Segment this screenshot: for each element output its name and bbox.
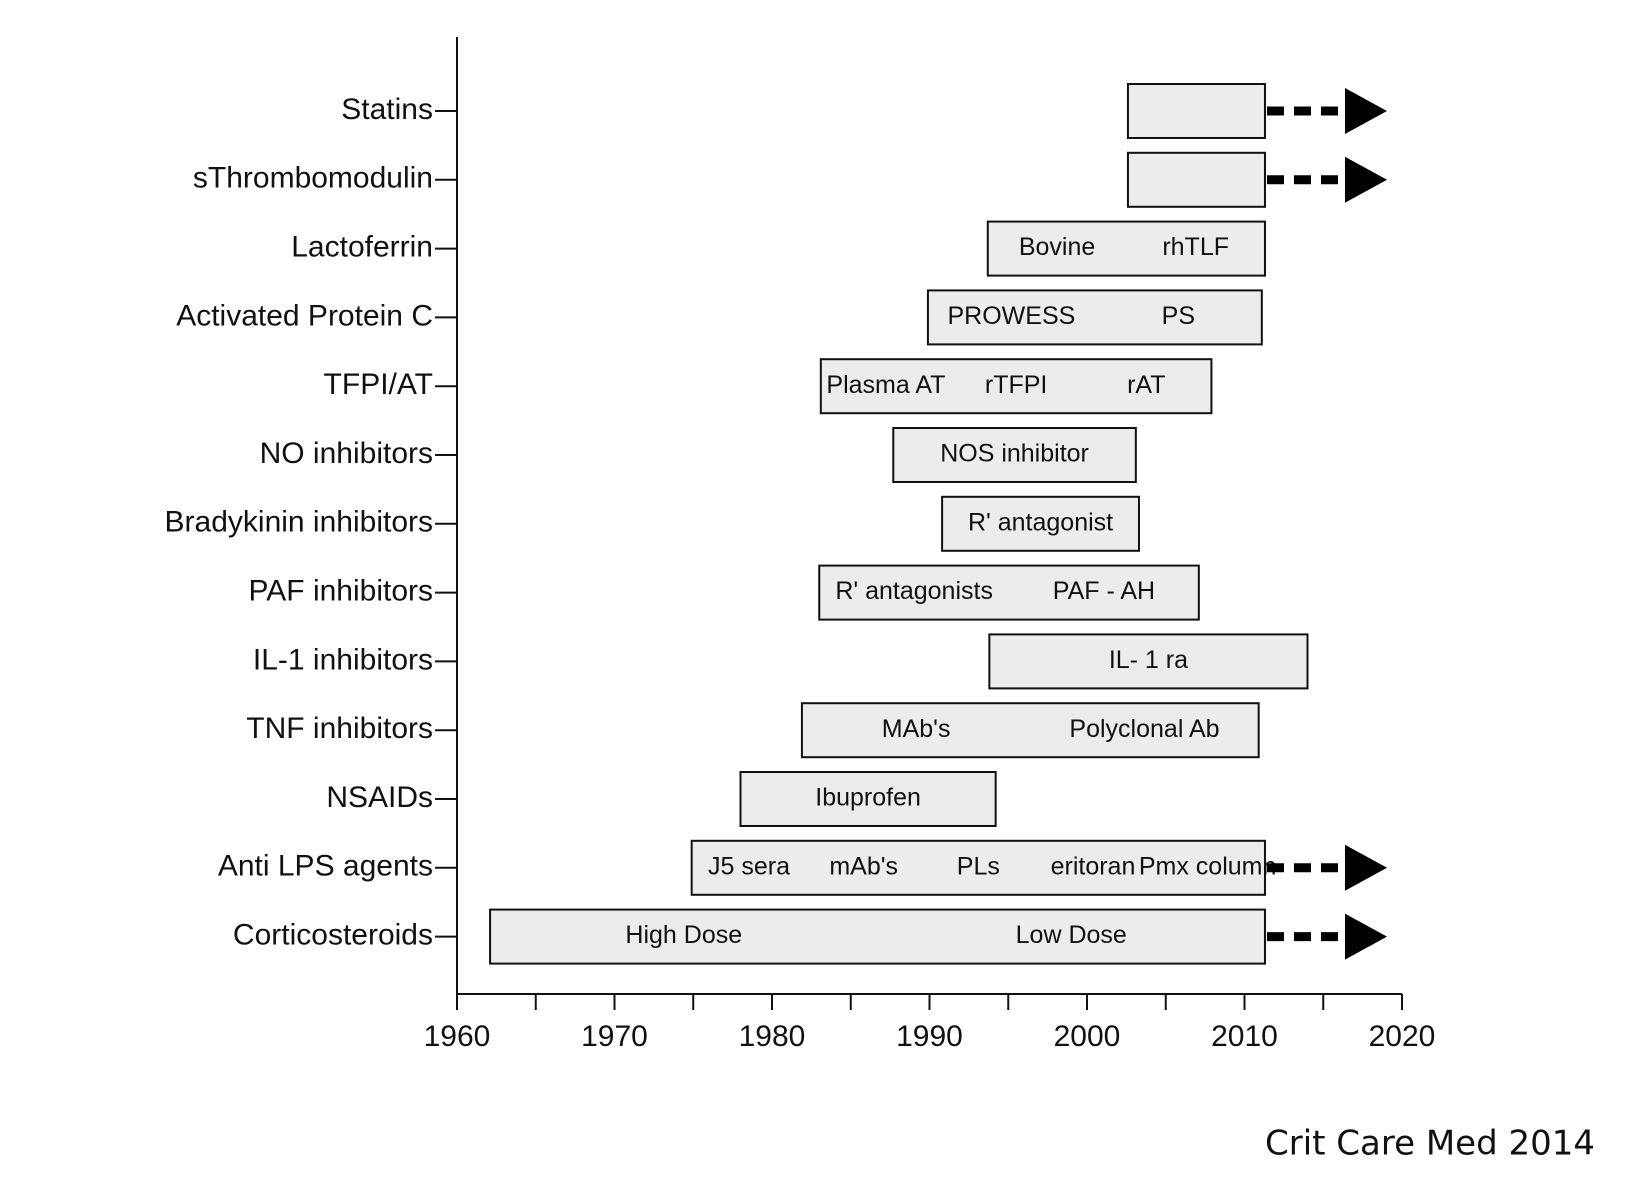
ongoing-arrow [1344, 88, 1387, 134]
bar-label: Plasma AT [826, 371, 945, 399]
bar [819, 358, 1213, 415]
bar [489, 908, 1266, 965]
bar-label: PROWESS [948, 302, 1076, 330]
x-tick-label: 1980 [739, 1020, 806, 1053]
bar-label: PLs [957, 852, 1000, 880]
ongoing-arrow [1344, 156, 1387, 203]
category-label: Lactoferrin [291, 231, 433, 264]
bar [818, 564, 1200, 621]
bar-label: Pmx column [1139, 852, 1277, 880]
bar-label: PAF - AH [1053, 577, 1155, 605]
category-label: Corticosteroids [233, 919, 433, 952]
bar-label: High Dose [625, 921, 742, 949]
x-tick-label: 2020 [1369, 1020, 1436, 1053]
bar-label: R' antagonists [835, 577, 993, 605]
bar [926, 289, 1263, 346]
category-label: NO inhibitors [260, 437, 433, 470]
x-tick-label: 1960 [424, 1020, 491, 1053]
bar [892, 427, 1137, 483]
bar [1126, 151, 1266, 208]
category-label: TFPI/AT [324, 368, 433, 401]
category-label: IL-1 inhibitors [253, 643, 433, 676]
bar-label: Ibuprofen [815, 784, 921, 812]
category-label: PAF inhibitors [248, 575, 433, 608]
bar-label: mAb's [829, 852, 898, 880]
x-tick-label: 2000 [1054, 1020, 1121, 1053]
category-label: Bradykinin inhibitors [165, 506, 433, 539]
bar-label: NOS inhibitor [940, 440, 1089, 468]
bar-label: R' antagonist [968, 508, 1113, 536]
bar [800, 702, 1260, 759]
category-label: Activated Protein C [176, 299, 433, 332]
bar [739, 771, 997, 827]
x-tick-label: 1990 [896, 1020, 963, 1053]
category-label: Anti LPS agents [218, 850, 433, 883]
bar-label: rTFPI [985, 371, 1048, 399]
bar-label: MAb's [882, 715, 951, 743]
bar-label: PS [1162, 302, 1195, 330]
bar-label: Bovine [1019, 233, 1095, 261]
bar-label: Polyclonal Ab [1069, 715, 1219, 743]
bar [690, 839, 1266, 896]
bar [941, 495, 1140, 552]
bar [1126, 83, 1266, 139]
bar [988, 633, 1309, 690]
category-label: TNF inhibitors [246, 712, 433, 745]
category-label: NSAIDs [326, 781, 433, 814]
category-label: sThrombomodulin [193, 162, 433, 195]
bar-label: rhTLF [1162, 233, 1229, 261]
bar [986, 220, 1266, 277]
bar-label: Low Dose [1016, 921, 1127, 949]
x-tick-label: 2010 [1211, 1020, 1278, 1053]
x-tick-label: 1970 [581, 1020, 648, 1053]
ongoing-arrow [1344, 913, 1387, 960]
category-label: Statins [341, 93, 433, 126]
bar-label: rAT [1127, 371, 1165, 399]
source-note: Crit Care Med 2014 [1265, 1124, 1595, 1164]
bar-label: eritoran [1051, 852, 1136, 880]
bar-label: J5 sera [708, 852, 790, 880]
ongoing-arrow [1344, 844, 1387, 891]
bar-label: IL- 1 ra [1109, 646, 1188, 674]
